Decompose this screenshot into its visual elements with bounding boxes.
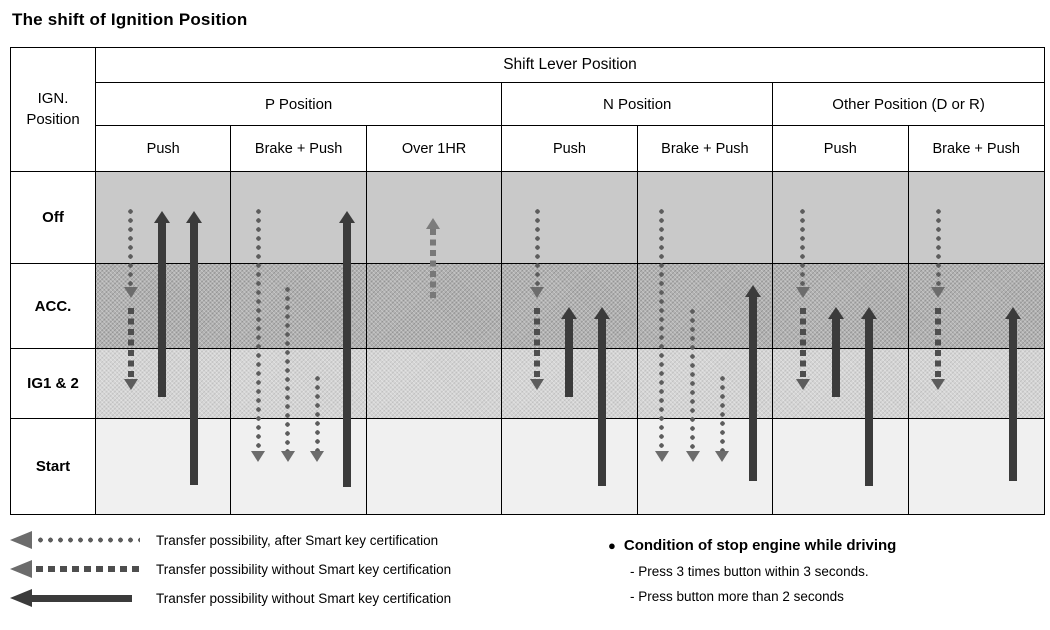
cell-column-p-brake-push — [231, 172, 367, 514]
action-header-row: Push Brake + Push Over 1HR Push Brake + … — [96, 126, 1044, 172]
row-header-ig1-2: IG1 & 2 — [11, 349, 96, 419]
dotted-down-arrow — [529, 206, 545, 299]
cell-column-p-push — [96, 172, 232, 514]
legend-label: Transfer possibility, after Smart key ce… — [156, 532, 439, 548]
column-header-p-brake-push: Brake + Push — [231, 126, 367, 172]
row-header-acc: ACC. — [11, 264, 96, 349]
notes-heading: Condition of stop engine while driving — [623, 537, 897, 554]
figure-title: The shift of Ignition Position — [12, 10, 248, 29]
legend: Transfer possibility, after Smart key ce… — [10, 530, 451, 617]
row-header-start: Start — [11, 419, 96, 514]
engine-stop-notes: ● Condition of stop engine while driving… — [608, 537, 1040, 604]
dotted-down-arrow — [714, 373, 730, 463]
column-header-p-over-1hr: Over 1HR — [366, 126, 503, 172]
dashed-down-arrow — [529, 308, 545, 390]
note-item: - Press 3 times button within 3 seconds. — [630, 564, 869, 579]
dashed-up-arrow — [425, 218, 441, 303]
corner-header-ign-position: IGN. Position — [11, 48, 96, 172]
bullet-icon: ● — [608, 538, 616, 553]
table-body — [96, 172, 1044, 514]
column-header-n-push: Push — [502, 126, 638, 172]
dotted-down-arrow — [280, 285, 296, 462]
row-band-start — [96, 419, 1044, 514]
legend-item-dashed: Transfer possibility without Smart key c… — [10, 559, 451, 579]
legend-label: Transfer possibility without Smart key c… — [156, 590, 452, 606]
solid-up-arrow — [745, 285, 762, 481]
solid-up-arrow — [860, 306, 877, 486]
row-band-off — [96, 172, 1044, 264]
solid-up-arrow — [561, 306, 578, 397]
column-header-other-push: Push — [773, 126, 909, 172]
dotted-down-arrow — [795, 206, 811, 299]
solid-up-arrow — [593, 306, 610, 486]
dotted-down-arrow — [123, 206, 139, 299]
group-header-other-position: Other Position (D or R) — [773, 83, 1044, 126]
ignition-row-headers: Off ACC. IG1 & 2 Start — [11, 172, 96, 514]
row-header-off: Off — [11, 172, 96, 264]
cell-column-n-brake-push — [638, 172, 774, 514]
group-header-n-position: N Position — [502, 83, 774, 126]
legend-item-solid: Transfer possibility without Smart key c… — [10, 588, 451, 608]
legend-dotted-arrow-icon — [10, 530, 142, 550]
cell-column-other-push — [773, 172, 909, 514]
dotted-down-arrow — [654, 206, 670, 462]
dashed-down-arrow — [123, 308, 139, 390]
solid-up-arrow — [339, 210, 356, 488]
column-header-other-brake-push: Brake + Push — [908, 126, 1044, 172]
group-header-p-position: P Position — [96, 83, 503, 126]
solid-up-arrow — [153, 210, 170, 397]
body-columns — [96, 172, 1044, 514]
dotted-down-arrow — [930, 206, 946, 299]
cell-column-p-over-1hr — [367, 172, 503, 514]
solid-up-arrow — [828, 306, 845, 397]
legend-dashed-arrow-icon — [10, 559, 142, 579]
column-header-n-brake-push: Brake + Push — [637, 126, 774, 172]
notes-heading-row: ● Condition of stop engine while driving — [608, 537, 1040, 554]
note-item: - Press button more than 2 seconds — [630, 589, 844, 604]
dashed-down-arrow — [930, 308, 946, 390]
dashed-down-arrow — [795, 308, 811, 390]
dotted-down-arrow — [685, 306, 701, 463]
legend-item-dotted: Transfer possibility, after Smart key ce… — [10, 530, 451, 550]
legend-label: Transfer possibility without Smart key c… — [156, 561, 452, 577]
header-shift-lever-position: Shift Lever Position — [96, 48, 1044, 83]
legend-solid-arrow-icon — [10, 588, 142, 608]
column-header-p-push: Push — [96, 126, 232, 172]
ignition-shift-table: IGN. Position Shift Lever Position P Pos… — [10, 47, 1045, 515]
dotted-down-arrow — [309, 373, 325, 463]
solid-up-arrow — [1004, 306, 1021, 482]
group-header-row: P Position N Position Other Position (D … — [96, 83, 1044, 126]
cell-column-n-push — [502, 172, 638, 514]
solid-up-arrow — [186, 210, 203, 486]
dotted-down-arrow — [250, 206, 266, 462]
cell-column-other-brake-push — [909, 172, 1044, 514]
